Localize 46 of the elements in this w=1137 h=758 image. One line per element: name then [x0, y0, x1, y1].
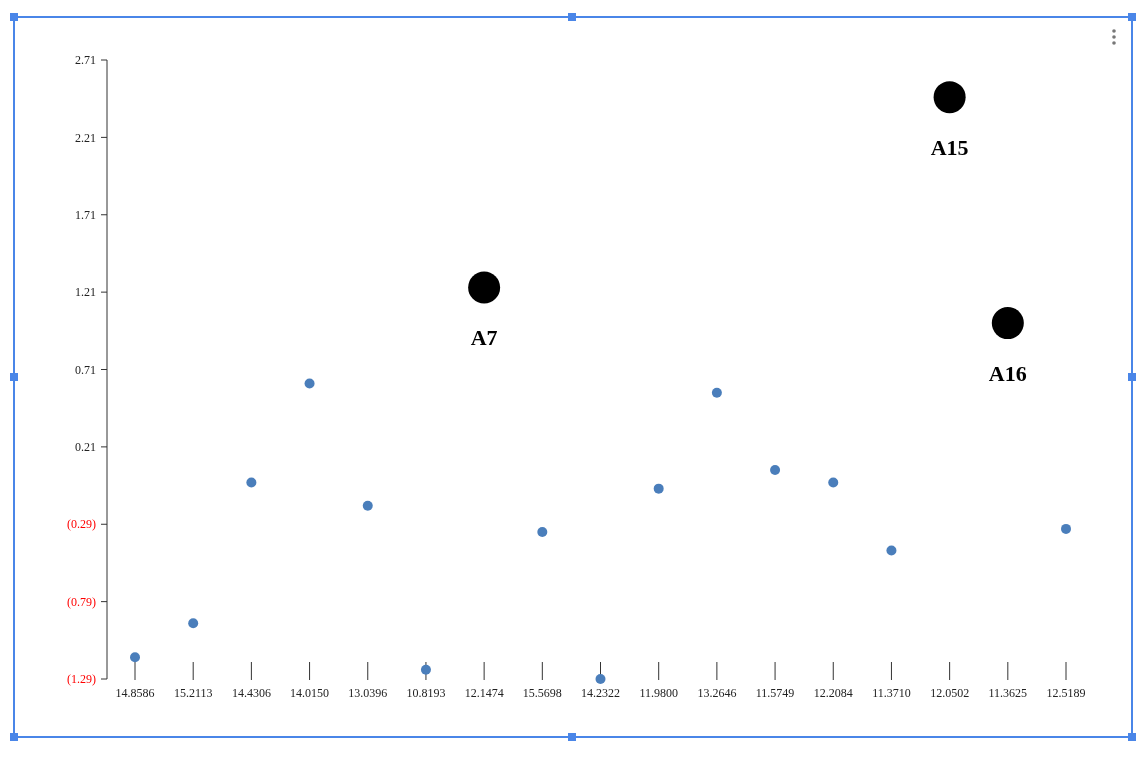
point	[362, 500, 373, 511]
point	[595, 674, 606, 684]
point	[770, 465, 781, 476]
y-tick-label: 1.21	[75, 285, 96, 300]
point	[1061, 523, 1071, 534]
x-tick-label: 11.5749	[755, 686, 795, 700]
x-tick-label: 11.3710	[872, 686, 911, 700]
x-tick-label: 14.4306	[231, 686, 271, 700]
point	[653, 483, 664, 494]
y-tick-label: (0.29)	[67, 517, 96, 532]
x-tick-label: 10.8193	[406, 686, 446, 700]
point	[933, 81, 966, 114]
point	[246, 477, 257, 488]
x-tick-label: 12.0502	[930, 686, 970, 700]
x-tick-label: 12.2084	[813, 686, 853, 700]
x-tick-label: 13.2646	[697, 686, 737, 700]
x-tick-label: 11.9800	[639, 686, 678, 700]
x-tick-label: 15.2113	[173, 686, 213, 700]
x-tick-label: 15.5698	[522, 686, 562, 700]
point	[886, 545, 897, 556]
x-tick-label: 14.2322	[581, 686, 620, 700]
point	[420, 664, 431, 675]
y-tick-label: 0.71	[75, 362, 96, 377]
x-tick-label: 14.0150	[290, 686, 330, 700]
y-tick-label: (0.79)	[67, 594, 96, 609]
x-tick-label: 14.8586	[115, 686, 155, 700]
y-tick-label: 1.71	[75, 207, 96, 222]
y-tick-label: (1.29)	[67, 672, 96, 687]
annotation: A16	[988, 361, 1027, 387]
y-tick-label: 0.21	[75, 440, 96, 455]
x-tick-label: 11.3625	[988, 686, 1028, 700]
point	[991, 307, 1024, 340]
point	[130, 652, 140, 663]
point	[828, 477, 839, 488]
point	[188, 618, 199, 629]
point	[537, 526, 548, 537]
y-tick-label: 2.21	[75, 130, 96, 145]
point	[304, 378, 315, 389]
annotation: A7	[470, 325, 498, 351]
annotation: A15	[930, 135, 969, 161]
point	[711, 387, 722, 398]
point	[468, 271, 501, 304]
x-tick-label: 12.1474	[464, 686, 504, 700]
x-tick-label: 12.5189	[1046, 686, 1086, 700]
x-tick-label: 13.0396	[348, 686, 388, 700]
y-tick-label: 2.71	[75, 53, 96, 68]
